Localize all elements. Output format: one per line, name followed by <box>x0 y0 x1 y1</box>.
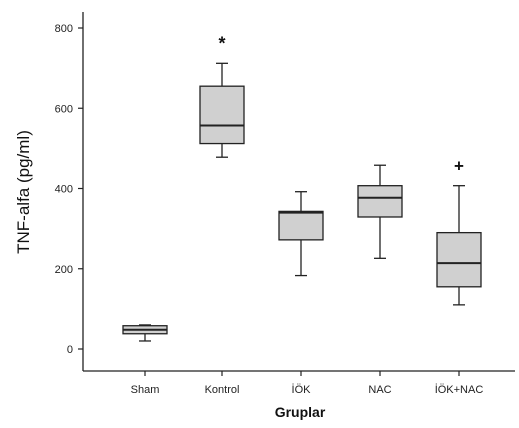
box-iqr <box>199 85 245 145</box>
y-tick-label: 800 <box>55 23 73 35</box>
y-tick-label: 600 <box>55 103 73 115</box>
y-tick-label: 200 <box>55 264 73 276</box>
significance-marker: * <box>218 33 225 53</box>
box-iqr <box>278 210 324 241</box>
box-iqr <box>436 231 482 288</box>
y-axis-title: TNF-alfa (pg/ml) <box>14 130 33 254</box>
x-tick-label: Kontrol <box>205 384 240 396</box>
x-tick-label: İÖK <box>292 383 312 396</box>
x-axis-title: Gruplar <box>275 404 326 420</box>
significance-marker: + <box>454 157 464 176</box>
plot-area: 0 200 400 600 800 Sham Kontrol İÖK NAC İÖK+NAC * + <box>55 12 515 396</box>
x-tick-label: İÖK+NAC <box>435 383 484 396</box>
box-iqr <box>357 185 403 218</box>
y-tick-label: 0 <box>67 344 73 356</box>
x-tick-label: Sham <box>131 384 160 396</box>
x-tick-label: NAC <box>368 384 391 396</box>
y-tick-label: 400 <box>55 184 73 196</box>
